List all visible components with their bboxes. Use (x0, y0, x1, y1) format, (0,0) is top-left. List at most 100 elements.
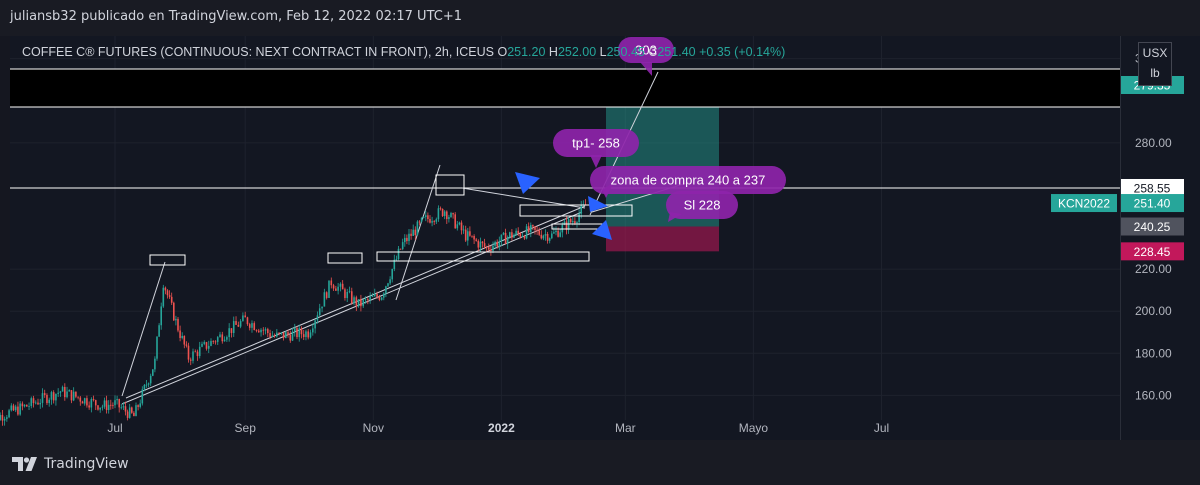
candle-body (61, 386, 64, 392)
horizontal-levels (10, 68, 1120, 189)
price-label-bg (1121, 194, 1184, 213)
candle-body (187, 345, 190, 360)
candle-body (116, 399, 118, 401)
candle-body (156, 336, 158, 359)
candle-body (504, 232, 507, 244)
candle-body (339, 283, 342, 287)
candle-body (427, 215, 429, 219)
candle-body (337, 286, 339, 291)
y-tick-label: 180.00 (1135, 346, 1172, 360)
candle-body (50, 392, 53, 400)
candle-body (450, 213, 452, 218)
candle-body (264, 329, 267, 331)
unit-label: lb (1150, 66, 1160, 80)
candle-body (387, 283, 389, 287)
candle-body (90, 399, 93, 408)
candle-body (542, 235, 545, 239)
candle-body (357, 299, 360, 307)
tradingview-logo[interactable]: TradingView (12, 456, 129, 472)
candle-body (23, 404, 26, 407)
x-tick-label: Sep (235, 421, 257, 435)
candle-body (488, 247, 490, 250)
candle-body (435, 219, 438, 222)
candle-body (179, 330, 181, 338)
candle-body (246, 317, 249, 325)
ticker-tag: KCN2022 (1058, 197, 1110, 211)
candle-body (170, 296, 173, 303)
candle-body (147, 383, 150, 385)
candle-body (378, 296, 381, 300)
candle-body (212, 341, 215, 342)
candle-body (19, 403, 21, 415)
box-nov-high (435, 174, 465, 196)
candle-body (196, 351, 199, 357)
candle-body (158, 325, 160, 337)
candle-body (523, 235, 526, 239)
candle-body (298, 328, 301, 338)
candle-body (578, 213, 580, 223)
candle-body (166, 290, 169, 296)
candle-body (126, 411, 129, 418)
candle-body (367, 299, 369, 300)
candle-body (316, 315, 319, 321)
symbol-legend-part: L (600, 45, 607, 59)
candle-body (475, 239, 477, 241)
candle-body (443, 211, 446, 217)
callout-target: 303 (618, 37, 674, 76)
candle-body (120, 407, 123, 409)
x-tick-label: Mar (615, 421, 636, 435)
candle-body (565, 221, 568, 230)
unit-selector[interactable]: USX lb (1138, 42, 1172, 86)
candle-body (92, 399, 95, 401)
candle-body (530, 225, 532, 232)
price-label: 251.40 (1134, 197, 1171, 211)
candle-body (335, 288, 337, 291)
candle-body (383, 293, 385, 298)
candle-body (477, 240, 480, 248)
candle-body (207, 345, 210, 349)
candle-body (269, 333, 271, 337)
candle-body (408, 233, 410, 242)
candle-body (399, 248, 402, 250)
candle-body (502, 232, 505, 235)
candle-body (389, 279, 391, 284)
candle-body (244, 315, 246, 318)
candle-body (189, 359, 192, 361)
candle-body (79, 397, 82, 402)
candle-body (122, 406, 125, 408)
candle-body (251, 323, 253, 328)
price-label: 228.45 (1134, 245, 1171, 259)
candle-body (563, 221, 566, 225)
candle-body (540, 234, 543, 239)
candle-body (521, 235, 524, 237)
candle-body (68, 390, 71, 392)
candle-body (289, 334, 292, 341)
trendline-jul-spike (121, 261, 166, 397)
candle-body (551, 233, 553, 239)
x-axis: Jul Sep Nov 2022 Mar Mayo Jul (107, 421, 889, 435)
tv-logo-icon (12, 457, 37, 471)
candle-body (305, 331, 307, 337)
candle-body (483, 243, 486, 247)
symbol-legend-part: +0.35 (+0.14%) (699, 45, 785, 59)
candle-body (446, 211, 448, 219)
candle-body (216, 337, 219, 342)
candle-body (128, 407, 131, 418)
candle-body (133, 412, 135, 417)
candle-body (257, 330, 260, 333)
candle-body (101, 406, 104, 408)
callout-sl: Sl 228 (666, 191, 738, 222)
candles (0, 199, 587, 426)
candle-body (99, 407, 101, 410)
candle-body (412, 229, 414, 236)
black-band (10, 69, 1120, 107)
candle-body (107, 404, 110, 411)
candle-body (355, 297, 358, 307)
candle-body (203, 342, 206, 344)
candle-body (77, 396, 79, 398)
candle-body (496, 241, 498, 247)
price-axis[interactable] (1120, 36, 1200, 440)
price-label-bg (1121, 178, 1184, 197)
candle-body (94, 400, 97, 406)
